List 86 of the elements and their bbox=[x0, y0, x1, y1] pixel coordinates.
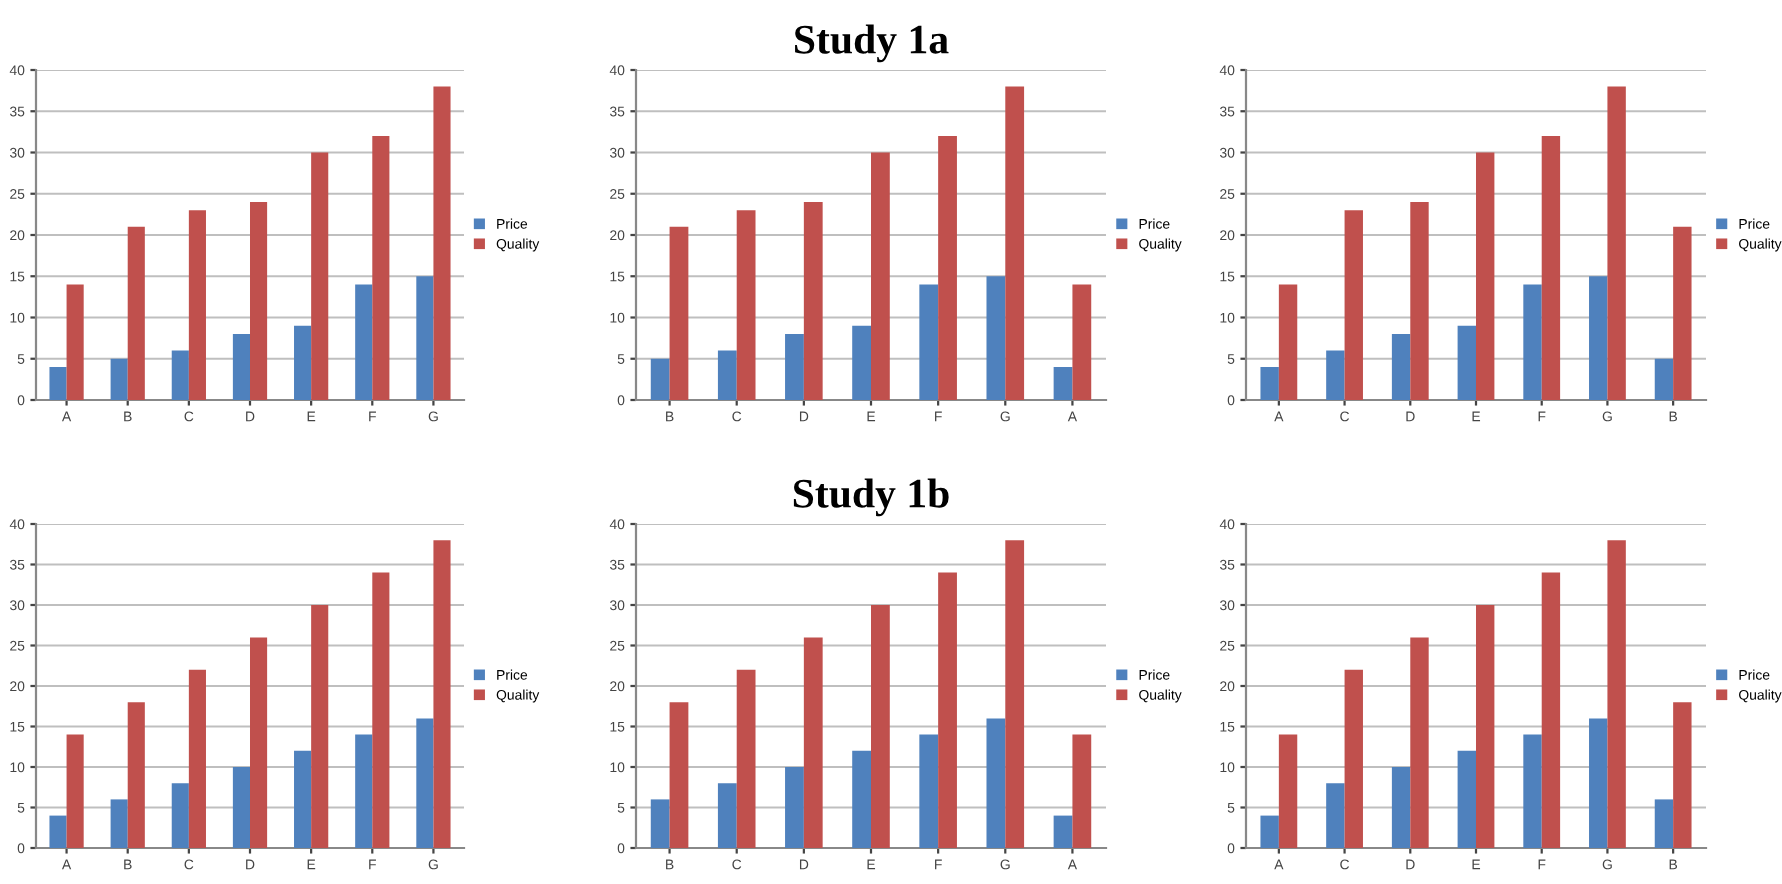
bar bbox=[938, 572, 957, 848]
bar bbox=[294, 750, 312, 848]
bar bbox=[986, 718, 1006, 848]
bar bbox=[1476, 605, 1495, 848]
bar bbox=[919, 734, 939, 848]
bar bbox=[871, 152, 890, 400]
bar bbox=[650, 358, 670, 400]
bar bbox=[1260, 815, 1279, 848]
bar bbox=[1344, 210, 1363, 400]
bar bbox=[717, 783, 737, 848]
bar bbox=[1410, 202, 1429, 400]
bar bbox=[1523, 734, 1542, 848]
bar bbox=[1607, 86, 1626, 400]
bar bbox=[416, 718, 434, 848]
bar bbox=[1673, 226, 1692, 400]
bar bbox=[1457, 750, 1476, 848]
bar bbox=[1278, 734, 1298, 848]
bar bbox=[1410, 637, 1429, 848]
bar bbox=[669, 702, 689, 848]
bar bbox=[736, 210, 756, 400]
bar bbox=[1391, 767, 1411, 848]
bar bbox=[1589, 718, 1608, 848]
bar bbox=[871, 605, 890, 848]
bar bbox=[1072, 284, 1092, 400]
bar bbox=[355, 734, 373, 848]
bar bbox=[1344, 669, 1363, 848]
bar bbox=[785, 767, 804, 848]
bar bbox=[250, 637, 268, 848]
bar bbox=[919, 284, 939, 400]
bar bbox=[433, 540, 451, 848]
bar bbox=[416, 276, 434, 400]
bar bbox=[49, 815, 67, 848]
bar bbox=[1654, 799, 1674, 848]
bar bbox=[852, 325, 871, 400]
bar bbox=[1278, 284, 1298, 400]
bar bbox=[1589, 276, 1608, 400]
bar bbox=[433, 86, 451, 400]
bar bbox=[803, 202, 823, 400]
bar bbox=[1053, 367, 1073, 400]
chart-title: Study 1a bbox=[795, 24, 949, 63]
bar bbox=[852, 750, 871, 848]
bar bbox=[127, 702, 145, 848]
bar bbox=[311, 152, 329, 400]
bar bbox=[1476, 152, 1495, 400]
bar bbox=[171, 350, 189, 400]
bar bbox=[650, 799, 670, 848]
bar bbox=[1391, 334, 1411, 400]
bar bbox=[232, 767, 250, 848]
bar bbox=[232, 334, 250, 400]
bar bbox=[1260, 367, 1279, 400]
bar bbox=[311, 605, 329, 848]
bar bbox=[1326, 350, 1345, 400]
bar bbox=[66, 284, 84, 400]
bar bbox=[986, 276, 1006, 400]
bar bbox=[1053, 815, 1073, 848]
bar bbox=[938, 136, 957, 400]
bar bbox=[188, 669, 206, 848]
bar bbox=[1673, 702, 1692, 848]
bar bbox=[250, 202, 268, 400]
bar bbox=[49, 367, 67, 400]
chart-title: Study 1b bbox=[793, 478, 949, 517]
bar bbox=[1654, 358, 1674, 400]
bar bbox=[803, 637, 823, 848]
bar bbox=[372, 572, 390, 848]
bar bbox=[171, 783, 189, 848]
bar bbox=[1541, 572, 1561, 848]
bar bbox=[1541, 136, 1561, 400]
bar bbox=[110, 358, 128, 400]
bar bbox=[127, 226, 145, 400]
bar bbox=[1607, 540, 1626, 848]
bar bbox=[717, 350, 737, 400]
bar bbox=[785, 334, 804, 400]
bar bbox=[1005, 540, 1025, 848]
bar bbox=[355, 284, 373, 400]
bar bbox=[1005, 86, 1025, 400]
bar bbox=[1326, 783, 1345, 848]
bar bbox=[110, 799, 128, 848]
bar bbox=[66, 734, 84, 848]
bar bbox=[372, 136, 390, 400]
bar bbox=[1457, 325, 1476, 400]
bar bbox=[188, 210, 206, 400]
bar bbox=[1523, 284, 1542, 400]
bar bbox=[736, 669, 756, 848]
bar bbox=[1072, 734, 1092, 848]
bar bbox=[294, 325, 312, 400]
bar bbox=[669, 226, 689, 400]
